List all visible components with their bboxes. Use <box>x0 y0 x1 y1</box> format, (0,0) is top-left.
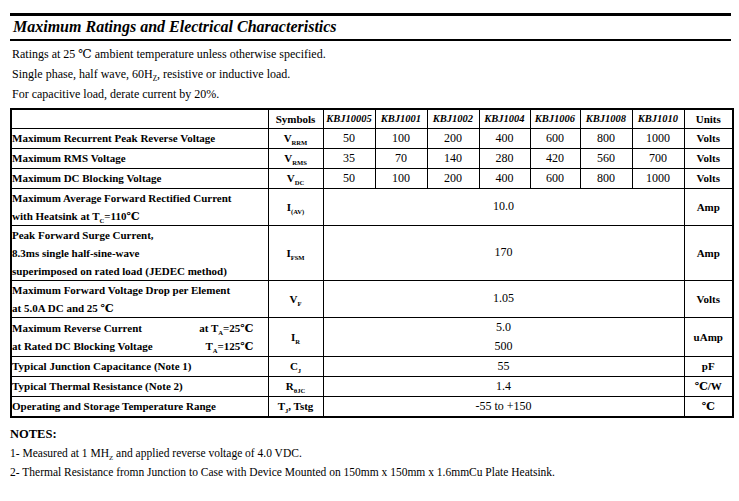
table-row: Maximum RMS VoltageVRMS35701402804205607… <box>11 148 733 168</box>
row-label-cell: Typical Thermal Resistance (Note 2) <box>11 376 268 396</box>
symbol-cell: RθJC <box>268 376 323 396</box>
row-label-cell: Maximum Forward Voltage Drop per Element… <box>11 280 268 317</box>
unit-cell: pF <box>684 356 733 376</box>
column-header: KBJ1010 <box>632 109 684 128</box>
row-label-cell: Maximum Reverse Currentat TA=25℃at Rated… <box>11 317 268 356</box>
value-cell: 700 <box>632 148 684 168</box>
value-cell: 600 <box>530 168 580 188</box>
merged-value-cell: 5.0500 <box>323 317 684 356</box>
row-label-cell: Peak Forward Surge Current,8.3ms single … <box>11 225 268 280</box>
datasheet-page: Maximum Ratings and Electrical Character… <box>0 0 739 501</box>
row-label-cell: Maximum Average Forward Rectified Curren… <box>11 188 268 225</box>
unit-cell: uAmp <box>684 317 733 356</box>
value-cell: 100 <box>375 168 427 188</box>
value-cell: 560 <box>580 148 632 168</box>
row-label-cell: Typical Junction Capacitance (Note 1) <box>11 356 268 376</box>
column-header: KBJ10005 <box>323 109 375 128</box>
value-cell: 800 <box>580 128 632 148</box>
value-cell: 50 <box>323 168 375 188</box>
intro-text: Ratings at 25 ℃ ambient temperature unle… <box>12 48 739 100</box>
column-header: KBJ1008 <box>580 109 632 128</box>
ratings-table: SymbolsKBJ10005KBJ1001KBJ1002KBJ1004KBJ1… <box>10 108 734 418</box>
table-row: Maximum DC Blocking VoltageVDC5010020040… <box>11 168 733 188</box>
row-label-cell: Maximum Recurrent Peak Reverse Voltage <box>11 128 268 148</box>
table-row: Operating and Storage Temperature RangeT… <box>11 396 733 417</box>
value-cell: 70 <box>375 148 427 168</box>
unit-cell: Amp <box>684 188 733 225</box>
table-row: Maximum Average Forward Rectified Curren… <box>11 188 733 225</box>
value-cell: 35 <box>323 148 375 168</box>
column-header: KBJ1004 <box>479 109 530 128</box>
notes-heading: NOTES: <box>10 427 739 442</box>
merged-value-cell: 10.0 <box>323 188 684 225</box>
column-header: KBJ1002 <box>427 109 479 128</box>
column-header: KBJ1001 <box>375 109 427 128</box>
note-line: 1- Measured at 1 MHZ and applied reverse… <box>10 447 739 459</box>
value-cell: 400 <box>479 128 530 148</box>
value-cell: 800 <box>580 168 632 188</box>
value-cell: 1000 <box>632 168 684 188</box>
table-row: Typical Junction Capacitance (Note 1)CJ5… <box>11 356 733 376</box>
value-cell: 200 <box>427 128 479 148</box>
value-cell: 50 <box>323 128 375 148</box>
table-row: Maximum Recurrent Peak Reverse VoltageVR… <box>11 128 733 148</box>
unit-cell: Volts <box>684 168 733 188</box>
value-cell: 280 <box>479 148 530 168</box>
value-cell: 200 <box>427 168 479 188</box>
unit-cell: Volts <box>684 148 733 168</box>
merged-value-cell: 1.4 <box>323 376 684 396</box>
table-row: Typical Thermal Resistance (Note 2)RθJC1… <box>11 376 733 396</box>
corner-cell <box>11 109 268 128</box>
intro-line: Ratings at 25 ℃ ambient temperature unle… <box>12 48 739 60</box>
intro-line: For capacitive load, derate current by 2… <box>12 88 739 100</box>
value-cell: 100 <box>375 128 427 148</box>
symbol-cell: IR <box>268 317 323 356</box>
symbol-cell: IFSM <box>268 225 323 280</box>
value-cell: 400 <box>479 168 530 188</box>
merged-value-cell: 55 <box>323 356 684 376</box>
column-header: Symbols <box>268 109 323 128</box>
symbol-cell: TJ, Tstg <box>268 396 323 417</box>
notes-section: NOTES: 1- Measured at 1 MHZ and applied … <box>10 427 739 478</box>
note-line: 2- Thermal Resistance fromn Junction to … <box>10 466 739 478</box>
unit-cell: ℃/W <box>684 376 733 396</box>
symbol-cell: VRRM <box>268 128 323 148</box>
merged-value-cell: -55 to +150 <box>323 396 684 417</box>
value-cell: 420 <box>530 148 580 168</box>
section-title-bar: Maximum Ratings and Electrical Character… <box>10 13 731 41</box>
row-label-cell: Operating and Storage Temperature Range <box>11 396 268 417</box>
unit-cell: Amp <box>684 225 733 280</box>
value-cell: 140 <box>427 148 479 168</box>
unit-cell: Volts <box>684 128 733 148</box>
table-row: Maximum Reverse Currentat TA=25℃at Rated… <box>11 317 733 356</box>
symbol-cell: VRMS <box>268 148 323 168</box>
row-label-cell: Maximum RMS Voltage <box>11 148 268 168</box>
intro-line: Single phase, half wave, 60HZ, resistive… <box>12 68 739 80</box>
ratings-table-body: Maximum Recurrent Peak Reverse VoltageVR… <box>11 128 733 417</box>
symbol-cell: VDC <box>268 168 323 188</box>
column-header: KBJ1006 <box>530 109 580 128</box>
page-title: Maximum Ratings and Electrical Character… <box>13 17 731 36</box>
table-row: Peak Forward Surge Current,8.3ms single … <box>11 225 733 280</box>
unit-cell: Volts <box>684 280 733 317</box>
symbol-cell: VF <box>268 280 323 317</box>
symbol-cell: I(AV) <box>268 188 323 225</box>
table-row: Maximum Forward Voltage Drop per Element… <box>11 280 733 317</box>
table-header-row: SymbolsKBJ10005KBJ1001KBJ1002KBJ1004KBJ1… <box>11 109 733 128</box>
value-cell: 1000 <box>632 128 684 148</box>
merged-value-cell: 1.05 <box>323 280 684 317</box>
value-cell: 600 <box>530 128 580 148</box>
unit-cell: ℃ <box>684 396 733 417</box>
merged-value-cell: 170 <box>323 225 684 280</box>
symbol-cell: CJ <box>268 356 323 376</box>
column-header: Units <box>684 109 733 128</box>
row-label-cell: Maximum DC Blocking Voltage <box>11 168 268 188</box>
